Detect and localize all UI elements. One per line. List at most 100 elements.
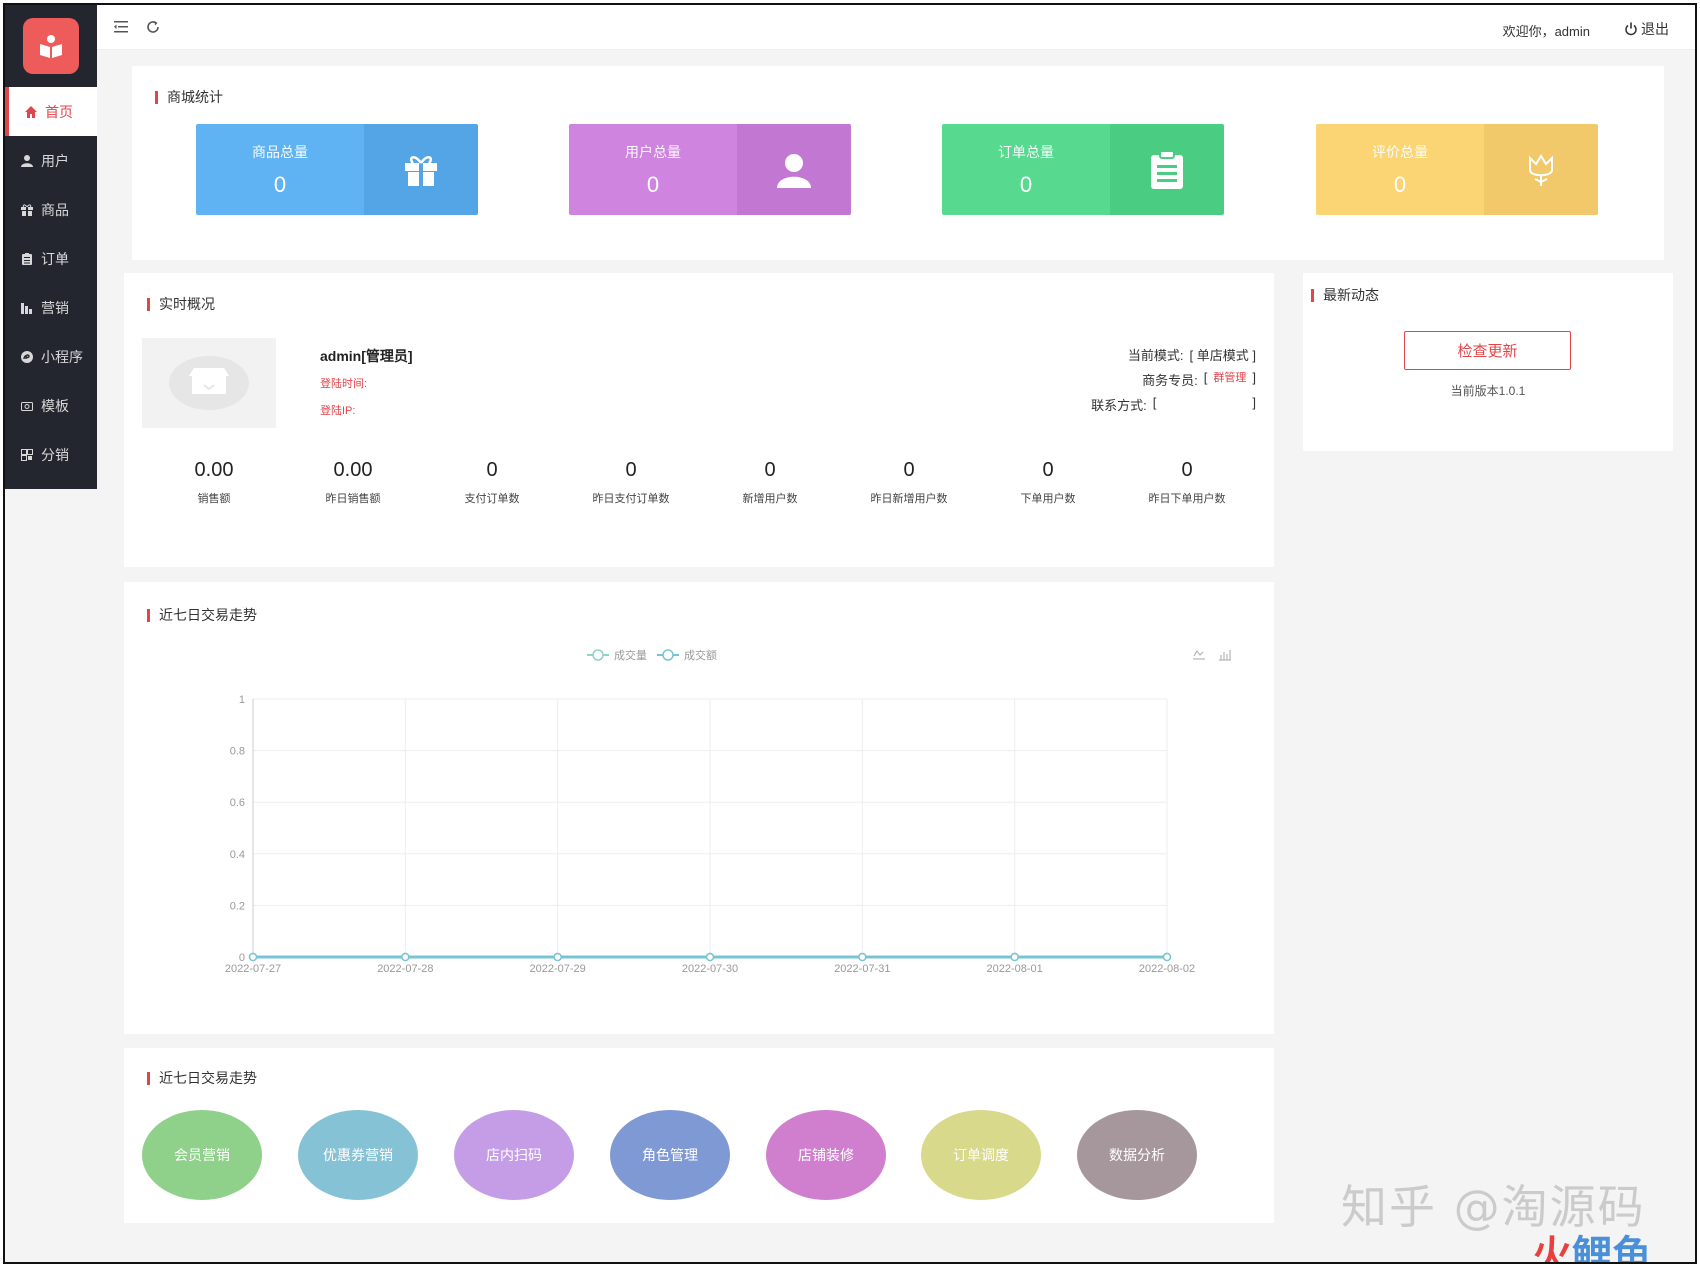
data-point: [553, 952, 562, 962]
legend-marker: [592, 649, 604, 661]
store-avatar: [142, 338, 276, 428]
realtime-panel: 实时概况 admin[管理员] 登陆时间: 登陆IP: 当前模式: [ 单店模式…: [124, 273, 1274, 567]
stat-label: 评价总量: [1372, 143, 1428, 160]
logout-button[interactable]: 退出: [1624, 19, 1669, 39]
stat-label: 用户总量: [625, 143, 681, 160]
login-ip-label: 登陆IP:: [320, 405, 356, 417]
sidebar-item-goods[interactable]: 商品: [5, 185, 97, 234]
sidebar-item-distribution[interactable]: 分销: [5, 430, 97, 479]
legend-label: 成交额: [684, 648, 717, 662]
sidebar-item-orders[interactable]: 订单: [5, 234, 97, 283]
version-text: 当前版本1.0.1: [1450, 384, 1526, 398]
data-point: [705, 952, 715, 962]
sidebar-item-miniprogram[interactable]: 小程序: [5, 332, 97, 381]
shortcut-in-store-scan[interactable]: 店内扫码: [454, 1110, 574, 1200]
book-logo-icon: [40, 35, 62, 58]
home-icon: [23, 104, 39, 120]
contact-label: 联系方式:: [1091, 398, 1147, 413]
contact-row: 联系方式: [ ]: [1091, 395, 1256, 413]
sidebar-item-label: 营销: [41, 299, 69, 316]
sidebar-item-label: 分销: [41, 446, 69, 463]
power-icon: [1625, 22, 1637, 36]
y-tick-label: 0.4: [230, 849, 245, 861]
metric-yesterday-order-users: 0 昨日下单用户数: [1148, 459, 1226, 505]
business-label: 商务专员:: [1142, 373, 1198, 388]
trend-panel: 近七日交易走势 0 0.2 0.4 0.6 0.8 1 2022-07-27 2022-07-…: [124, 582, 1274, 1034]
shortcut-order-dispatch[interactable]: 订单调度: [921, 1110, 1041, 1200]
admin-name: admin[管理员]: [320, 348, 413, 364]
shortcut-store-decoration[interactable]: 店铺装修: [766, 1110, 886, 1200]
sidebar-item-home[interactable]: 首页: [5, 87, 97, 136]
trend-title: 近七日交易走势: [147, 608, 257, 622]
news-panel: 最新动态 检查更新 当前版本1.0.1: [1303, 273, 1673, 451]
distribution-icon: [19, 447, 35, 463]
logo-area: [5, 5, 97, 87]
sidebar-item-users[interactable]: 用户: [5, 136, 97, 185]
shortcut-member-marketing[interactable]: 会员营销: [142, 1110, 262, 1200]
sidebar-item-label: 模板: [41, 397, 69, 414]
x-tick-label: 2022-07-31: [834, 963, 890, 975]
user-icon: [19, 153, 35, 169]
data-point: [248, 952, 258, 962]
metric-yesterday-sales: 0.00 昨日销售额: [325, 459, 381, 505]
x-tick-label: 2022-07-28: [377, 963, 433, 975]
business-link[interactable]: 群管理: [1213, 372, 1247, 384]
mode-value: [ 单店模式 ]: [1189, 348, 1256, 363]
shortcut-role-management[interactable]: 角色管理: [610, 1110, 730, 1200]
app-logo[interactable]: [23, 18, 79, 74]
gift-icon: [19, 202, 35, 218]
stat-card-reviews[interactable]: 评价总量 0: [1316, 124, 1598, 215]
shortcut-data-analysis[interactable]: 数据分析: [1077, 1110, 1197, 1200]
bar-chart-icon[interactable]: [1218, 647, 1232, 661]
sidebar: 首页 用户 商品 订单 营销: [5, 5, 97, 489]
y-tick-label: 0.6: [230, 797, 245, 809]
metric-yesterday-new-users: 0 昨日新增用户数: [870, 459, 948, 505]
mall-stats-panel: 商城统计 商品总量 0 用户总量 0: [132, 66, 1664, 260]
x-tick-label: 2022-07-27: [225, 963, 281, 975]
sidebar-item-marketing[interactable]: 营销: [5, 283, 97, 332]
sidebar-item-template[interactable]: 模板: [5, 381, 97, 430]
top-header: 欢迎你，admin 退出: [97, 5, 1695, 50]
check-update-button[interactable]: 检查更新: [1404, 331, 1571, 370]
realtime-title: 实时概况: [147, 297, 215, 311]
legend-marker: [662, 649, 674, 661]
marketing-icon: [19, 300, 35, 316]
stat-value: 0: [1019, 171, 1033, 197]
news-title: 最新动态: [1311, 288, 1379, 302]
metric-order-users: 0 下单用户数: [1020, 459, 1076, 505]
shortcuts-title: 近七日交易走势: [147, 1071, 257, 1085]
line-chart-icon[interactable]: [1192, 647, 1206, 661]
zhihu-watermark: 知乎 @淘源码: [1341, 1180, 1646, 1234]
sidebar-item-label: 首页: [45, 103, 73, 120]
metric-sales: 0.00 销售额: [194, 459, 234, 505]
metric-yesterday-paid-orders: 0 昨日支付订单数: [592, 459, 670, 505]
brand-text-b: 鲤鱼: [1572, 1233, 1652, 1264]
legend-label: 成交量: [614, 648, 647, 662]
mode-label: 当前模式:: [1127, 348, 1184, 363]
gift-icon: [405, 155, 437, 186]
logout-label: 退出: [1641, 21, 1669, 37]
login-time-label: 登陆时间:: [320, 378, 368, 390]
stat-card-goods[interactable]: 商品总量 0: [196, 124, 478, 215]
menu-collapse-icon[interactable]: [111, 17, 131, 37]
stat-value: 0: [646, 171, 660, 197]
data-point: [858, 952, 867, 962]
sidebar-item-label: 小程序: [41, 348, 83, 365]
data-point: [1162, 952, 1172, 962]
stat-card-users[interactable]: 用户总量 0: [569, 124, 851, 215]
x-tick-label: 2022-07-29: [530, 963, 586, 975]
business-row: 商务专员: [ 群管理 ]: [1142, 370, 1256, 388]
stat-value: 0: [273, 171, 287, 197]
data-point: [1010, 952, 1019, 962]
brand-text-a: 火: [1532, 1233, 1572, 1264]
stat-card-orders[interactable]: 订单总量 0: [942, 124, 1224, 215]
flower-icon: [1529, 153, 1553, 186]
x-tick-label: 2022-07-30: [682, 963, 738, 975]
mode-row: 当前模式: [ 单店模式 ]: [1128, 345, 1256, 364]
y-tick-label: 1: [239, 694, 245, 706]
trend-line-chart: 0 0.2 0.4 0.6 0.8 1 2022-07-27 2022-07-28 2022-0…: [225, 648, 1195, 975]
shortcut-coupon-marketing[interactable]: 优惠券营销: [298, 1110, 418, 1200]
x-tick-label: 2022-08-01: [987, 963, 1043, 975]
refresh-icon[interactable]: [143, 17, 163, 37]
clipboard-icon: [19, 251, 35, 267]
